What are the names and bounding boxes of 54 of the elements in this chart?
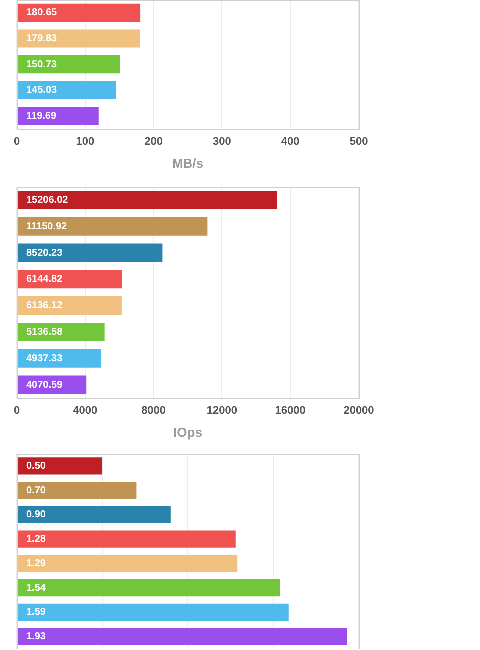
bar bbox=[18, 580, 280, 597]
bar bbox=[18, 555, 238, 572]
x-tick-label: 0 bbox=[14, 404, 20, 417]
data-label: 1.54 bbox=[26, 582, 46, 594]
data-label: 6144.82 bbox=[26, 274, 64, 286]
data-label: 1.93 bbox=[26, 632, 46, 643]
x-tick-label: 200 bbox=[144, 136, 163, 148]
x-tick-label: 8000 bbox=[142, 404, 166, 417]
x-tick-label: 20000 bbox=[344, 404, 374, 417]
bar bbox=[18, 482, 137, 500]
data-label: 119.69 bbox=[26, 111, 57, 122]
bar bbox=[18, 322, 105, 342]
bar bbox=[18, 30, 140, 48]
data-label: 0.90 bbox=[26, 510, 46, 521]
bar bbox=[18, 628, 348, 646]
x-tick-label: 0 bbox=[14, 136, 20, 148]
bar bbox=[18, 270, 122, 289]
bar bbox=[18, 604, 289, 621]
data-label: 6136.12 bbox=[26, 300, 64, 312]
x-axis-title: MB/s bbox=[172, 156, 204, 171]
x-tick-label: 300 bbox=[213, 136, 232, 148]
data-label: 145.03 bbox=[26, 85, 58, 96]
bar bbox=[18, 217, 208, 236]
bar bbox=[18, 107, 99, 126]
x-axis-title: IOps bbox=[174, 424, 202, 440]
data-label: 15206.02 bbox=[26, 194, 69, 206]
x-tick-label: 400 bbox=[281, 136, 300, 148]
bar bbox=[18, 56, 120, 74]
data-label: 180.65 bbox=[26, 8, 58, 19]
data-label: 5136.58 bbox=[26, 326, 64, 338]
bar bbox=[18, 81, 116, 100]
x-tick-label: 12000 bbox=[206, 404, 238, 417]
data-label: 179.83 bbox=[26, 34, 58, 45]
data-label: 1.28 bbox=[26, 534, 46, 546]
bar bbox=[18, 190, 278, 210]
data-label: 4937.33 bbox=[26, 353, 64, 364]
data-label: 4070.59 bbox=[26, 380, 64, 391]
x-tick-label: 16000 bbox=[275, 404, 306, 417]
data-label: 150.73 bbox=[26, 59, 58, 70]
bar bbox=[18, 4, 141, 22]
data-label: 0.70 bbox=[26, 485, 46, 496]
data-label: 0.50 bbox=[26, 460, 46, 472]
data-label: 11150.92 bbox=[26, 221, 68, 232]
bar bbox=[18, 506, 171, 524]
x-tick-label: 100 bbox=[76, 136, 95, 148]
data-label: 8520.23 bbox=[26, 248, 64, 259]
bar bbox=[18, 296, 122, 316]
data-label: 1.29 bbox=[26, 558, 46, 570]
x-tick-label: 4000 bbox=[73, 404, 98, 417]
bar bbox=[18, 458, 102, 475]
x-tick-label: 500 bbox=[350, 136, 368, 148]
bar bbox=[18, 244, 163, 262]
bar bbox=[18, 530, 236, 548]
data-label: 1.59 bbox=[26, 607, 46, 618]
